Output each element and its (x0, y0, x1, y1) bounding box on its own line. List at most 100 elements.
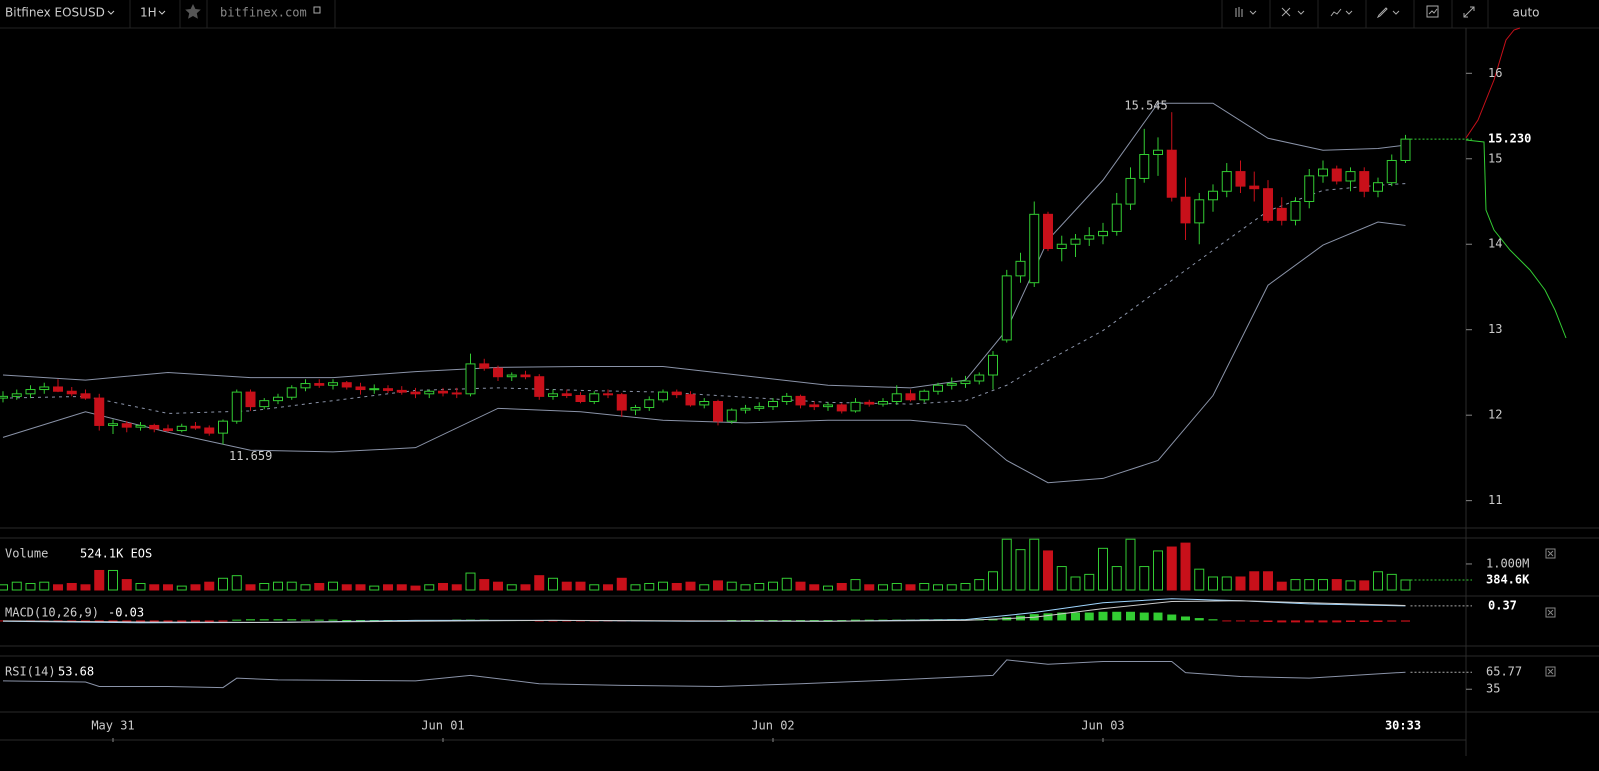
symbol-selector[interactable]: Bitfinex EOSUSD (5, 6, 105, 20)
candle-body (974, 374, 985, 382)
volume-bar (589, 584, 600, 591)
bollinger-upper (2, 102, 1406, 389)
macd-bar (1167, 614, 1177, 621)
candle-body (575, 395, 586, 403)
volume-bar (1400, 579, 1411, 591)
toolbar: Bitfinex EOSUSD 1H bitfinex.com auto (0, 0, 1599, 29)
candle-body (506, 374, 517, 378)
candle-body (1290, 201, 1301, 221)
macd-bar (314, 619, 324, 621)
volume-bar (644, 582, 655, 591)
volume-bar (1166, 546, 1177, 591)
volume-bar (1290, 579, 1301, 591)
volume-bar (1111, 566, 1122, 591)
candle-body (713, 401, 723, 422)
candle-body (163, 428, 173, 432)
volume-bar (726, 581, 737, 591)
candle-body (781, 395, 792, 403)
candle-body (988, 354, 998, 376)
candle-body (1056, 243, 1067, 250)
macd-bar (177, 620, 187, 622)
y-tick-label: 13 (1488, 322, 1502, 336)
close-buttons[interactable] (1545, 548, 1556, 677)
scale-mode[interactable]: auto (1512, 6, 1539, 20)
candle-body (410, 391, 421, 395)
macd-bar (163, 620, 173, 622)
x-tick-label: Jun 03 (1081, 719, 1124, 733)
volume-bar (1029, 538, 1040, 591)
macd-bar (1263, 620, 1273, 622)
volume-current: 524.1K EOS (80, 547, 152, 561)
interval-selector[interactable]: 1H (140, 6, 157, 20)
volume-bar (603, 584, 613, 591)
candle-body (94, 397, 105, 426)
candle-body (424, 390, 435, 395)
candle-body (39, 386, 50, 391)
volume-bar (1386, 573, 1397, 591)
depth-asks (1465, 27, 1521, 139)
candle-body (300, 383, 311, 389)
macd-bar (1139, 612, 1149, 621)
candle-body (451, 392, 462, 395)
candle-body (1386, 159, 1397, 184)
volume-bar (850, 579, 861, 591)
volume-bar (121, 579, 132, 591)
volume-bar (94, 569, 105, 591)
depth-bids (1465, 139, 1567, 339)
macd-bar (356, 620, 365, 622)
volume-bar (231, 575, 242, 591)
candle-body (561, 393, 572, 397)
bollinger-lower (2, 221, 1406, 484)
volume-bar (1345, 580, 1356, 591)
candle-body (1194, 199, 1205, 224)
candle-body (589, 393, 600, 403)
last-price-label: 15.230 (1488, 132, 1531, 146)
volume-bar (1015, 549, 1026, 591)
candle-body (1139, 153, 1150, 179)
tool-icons[interactable] (1221, 0, 1489, 28)
y-tick-label: 16 (1488, 66, 1502, 80)
candle-body (740, 407, 751, 411)
candle-body (1263, 188, 1273, 221)
volume-bar (396, 584, 407, 591)
site-link[interactable]: bitfinex.com (220, 6, 307, 20)
rsi-line (2, 659, 1406, 689)
candle-body (355, 386, 366, 391)
panel-frames (0, 28, 1599, 756)
candle-body (933, 384, 943, 392)
macd-bar (1346, 620, 1355, 622)
macd-bar (301, 619, 310, 621)
macd-current: -0.03 (108, 606, 144, 620)
volume-bar (108, 569, 118, 591)
macd-bar (1359, 620, 1369, 622)
candle-body (1153, 149, 1163, 155)
volume-bar (25, 582, 36, 591)
macd-bar (1043, 613, 1053, 621)
volume-bar (369, 585, 380, 591)
candle-body (919, 390, 930, 401)
rsi-title: RSI(14) (5, 665, 56, 679)
candle-body (1111, 203, 1122, 232)
favorite-star[interactable] (185, 4, 201, 19)
rsi-tick-label: 35 (1486, 682, 1500, 696)
volume-bar (781, 577, 792, 591)
volume-bar (685, 581, 696, 591)
macd-bar (287, 619, 297, 621)
volume-bar (66, 582, 77, 591)
volume-bar (135, 582, 146, 591)
volume-bar (465, 572, 476, 591)
volume-bar (1125, 538, 1136, 591)
candle-body (66, 390, 77, 395)
candle-body (11, 393, 22, 397)
macd-bar (864, 619, 874, 621)
interval-caret (158, 10, 166, 15)
candle-body (369, 388, 380, 391)
volume-bar (836, 582, 847, 591)
high-annotation: 15.545 (1124, 99, 1167, 113)
macd-bar (232, 619, 242, 621)
volume-bar (410, 585, 421, 591)
volume-bar (176, 585, 187, 591)
candle-body (383, 388, 393, 391)
macd-bar (851, 619, 860, 621)
candle-body (534, 376, 545, 397)
